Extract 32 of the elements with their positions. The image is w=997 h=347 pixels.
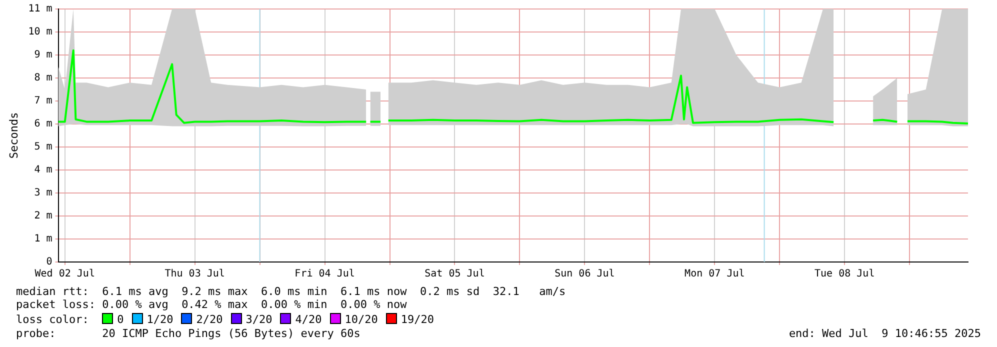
legend-label: 2/20	[196, 313, 223, 326]
y-tick-label: 11 m	[28, 4, 52, 15]
y-tick-label: 9 m	[34, 50, 52, 61]
text: end: Wed Jul 9 10:46:55 2025	[788, 327, 981, 340]
legend-title: loss color:	[16, 313, 90, 326]
x-tick-label: Fri 04 Jul	[294, 268, 355, 280]
legend-label: 4/20	[295, 313, 322, 326]
legend-label: 10/20	[344, 313, 378, 326]
x-tick-label: Tue 08 Jul	[814, 268, 875, 280]
x-tick-label: Sat 05 Jul	[424, 268, 485, 280]
y-tick-label: 5 m	[34, 142, 52, 153]
legend-label: 19/20	[400, 313, 434, 326]
text: median rtt: 6.1 ms avg 9.2 ms max 6.0 ms min 6.1 ms now 0.2 ms sd 32.1 am/s	[16, 285, 566, 298]
x-tick-label: Thu 03 Jul	[164, 268, 225, 280]
x-tick-label: Wed 02 Jul	[34, 268, 95, 280]
y-tick-label: 2 m	[34, 210, 52, 222]
legend-label: 3/20	[246, 313, 272, 326]
x-tick-label: Sun 06 Jul	[554, 268, 615, 280]
x-tick-label: Mon 07 Jul	[684, 268, 745, 280]
y-axis-title: Seconds	[7, 112, 20, 159]
y-tick-label: 8 m	[34, 72, 52, 84]
y-tick-label: 1 m	[34, 234, 52, 245]
y-tick-label: 4 m	[34, 164, 52, 176]
legend-label: 1/20	[146, 313, 174, 326]
y-tick-label: 6 m	[34, 118, 52, 130]
y-tick-label: 0	[46, 256, 52, 268]
y-tick-label: 10 m	[28, 26, 52, 38]
text: packet loss: 0.00 % avg 0.42 % max 0.00 % min 0.00 % now	[16, 298, 407, 311]
text: probe: 20 ICMP Echo Pings (56 Bytes) every 60s	[16, 327, 360, 340]
y-tick-label: 3 m	[34, 188, 52, 199]
legend-label: 0	[117, 313, 124, 326]
y-tick-label: 7 m	[34, 96, 52, 107]
